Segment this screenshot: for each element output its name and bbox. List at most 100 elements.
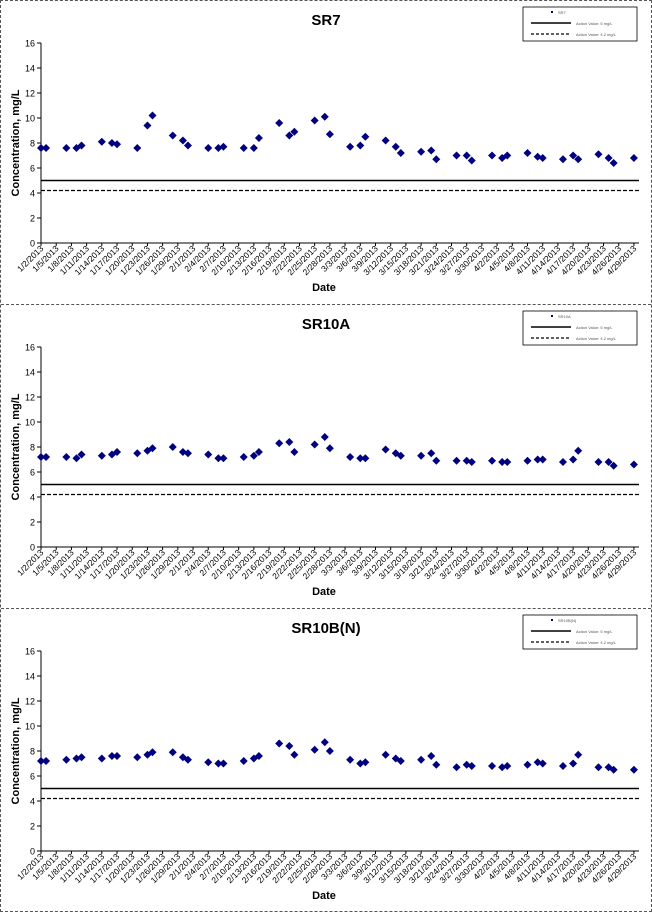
data-point — [143, 121, 152, 130]
y-tick-label: 4 — [30, 493, 35, 503]
data-point — [533, 455, 542, 464]
data-point — [538, 759, 547, 768]
data-point — [285, 131, 294, 140]
data-point — [310, 745, 319, 754]
data-point — [569, 455, 578, 464]
y-tick-label: 14 — [25, 368, 35, 378]
y-tick-label: 6 — [30, 164, 35, 174]
data-point — [356, 454, 365, 463]
data-point — [97, 754, 106, 763]
data-point — [594, 458, 603, 466]
legend-label: Action Value: 5 mg/L — [576, 325, 613, 330]
data-point — [361, 758, 370, 767]
data-point — [381, 445, 390, 454]
data-point — [381, 750, 390, 759]
legend-label: Action Value: 4.2 mg/L — [576, 640, 617, 645]
data-point — [346, 755, 355, 764]
data-point — [609, 159, 618, 167]
legend-box — [522, 614, 638, 650]
data-point — [275, 119, 284, 127]
data-point — [254, 448, 263, 456]
data-point — [432, 155, 441, 164]
data-point — [523, 760, 532, 769]
data-point — [488, 456, 497, 465]
y-tick-label: 6 — [30, 772, 35, 782]
chart-title: SR10A — [302, 316, 351, 333]
chart-panel-sr10a: SR10A 0 2 4 6 8 10 12 14 16 1/2/2013 1/5/2013 1/8/20… — [1, 305, 651, 608]
data-point — [346, 142, 355, 151]
y-tick-label: 2 — [30, 214, 35, 224]
data-point — [113, 448, 122, 456]
y-tick-label: 8 — [30, 747, 35, 757]
data-point — [467, 458, 476, 466]
y-tick-label: 16 — [25, 647, 35, 657]
data-point — [183, 755, 192, 764]
data-point — [452, 763, 461, 772]
data-point — [254, 752, 263, 760]
data-point — [325, 444, 334, 453]
data-point — [320, 738, 329, 747]
y-tick-label: 10 — [25, 722, 35, 732]
data-point — [275, 739, 284, 748]
y-tick-label: 2 — [30, 518, 35, 528]
x-axis-label: Date — [312, 282, 336, 294]
data-point — [97, 451, 106, 460]
chart-sr10bn: SR10B(N)02468101214161/2/20131/5/20131/8… — [10, 614, 639, 902]
data-point — [396, 451, 405, 460]
data-point — [452, 456, 461, 465]
data-point — [538, 455, 547, 464]
data-point — [503, 762, 512, 770]
data-point — [467, 156, 476, 165]
legend-label: Action Value: 4.2 mg/L — [576, 336, 617, 341]
data-point — [285, 438, 294, 446]
data-point — [285, 742, 294, 750]
data-point — [290, 750, 299, 759]
data-point — [558, 458, 567, 466]
data-point — [219, 142, 228, 151]
y-tick-label: 0 — [30, 543, 35, 553]
data-point — [77, 141, 86, 150]
data-point — [325, 747, 334, 755]
data-point — [249, 451, 258, 460]
data-point — [72, 454, 81, 463]
y-axis-label: Concentration, mg/L — [10, 697, 22, 804]
data-point — [594, 150, 603, 159]
data-point — [97, 137, 106, 146]
data-point — [113, 752, 122, 760]
y-tick-label: 8 — [30, 443, 35, 453]
data-point — [609, 461, 618, 470]
x-axis-label: Date — [312, 586, 336, 598]
data-point — [62, 144, 71, 152]
data-point — [204, 758, 213, 767]
y-axis-label: Concentration, mg/L — [10, 89, 22, 196]
legend-label: Action Value: 5 mg/L — [576, 629, 613, 634]
data-point — [320, 112, 329, 121]
data-point — [432, 456, 441, 465]
y-tick-label: 4 — [30, 189, 35, 199]
data-point — [239, 144, 248, 152]
data-point — [325, 130, 334, 139]
data-point — [396, 149, 405, 157]
y-tick-label: 4 — [30, 797, 35, 807]
data-point — [310, 440, 319, 449]
data-point — [219, 759, 228, 768]
chart-panel-sr10bn: SR10B(N) 0 2 4 6 8 10 12 14 16 1/2/2013 1/5/2013 1/8… — [1, 609, 651, 911]
data-point — [107, 752, 116, 760]
data-point — [503, 151, 512, 160]
data-point — [467, 762, 476, 770]
legend-label: Action Value: 5 mg/L — [576, 21, 613, 26]
y-tick-label: 14 — [25, 672, 35, 682]
data-point — [417, 147, 426, 156]
data-point — [178, 136, 187, 145]
data-point — [214, 759, 223, 768]
data-point — [594, 763, 603, 772]
legend-box — [522, 310, 638, 346]
legend: SR7 Action Value: 5 mg/L Action Value: 4.2… — [522, 6, 638, 42]
data-point — [113, 140, 122, 149]
data-point — [37, 757, 45, 765]
data-point — [417, 451, 426, 460]
data-point — [604, 458, 613, 466]
data-point — [346, 453, 355, 461]
chart-title: SR10B(N) — [291, 620, 360, 637]
